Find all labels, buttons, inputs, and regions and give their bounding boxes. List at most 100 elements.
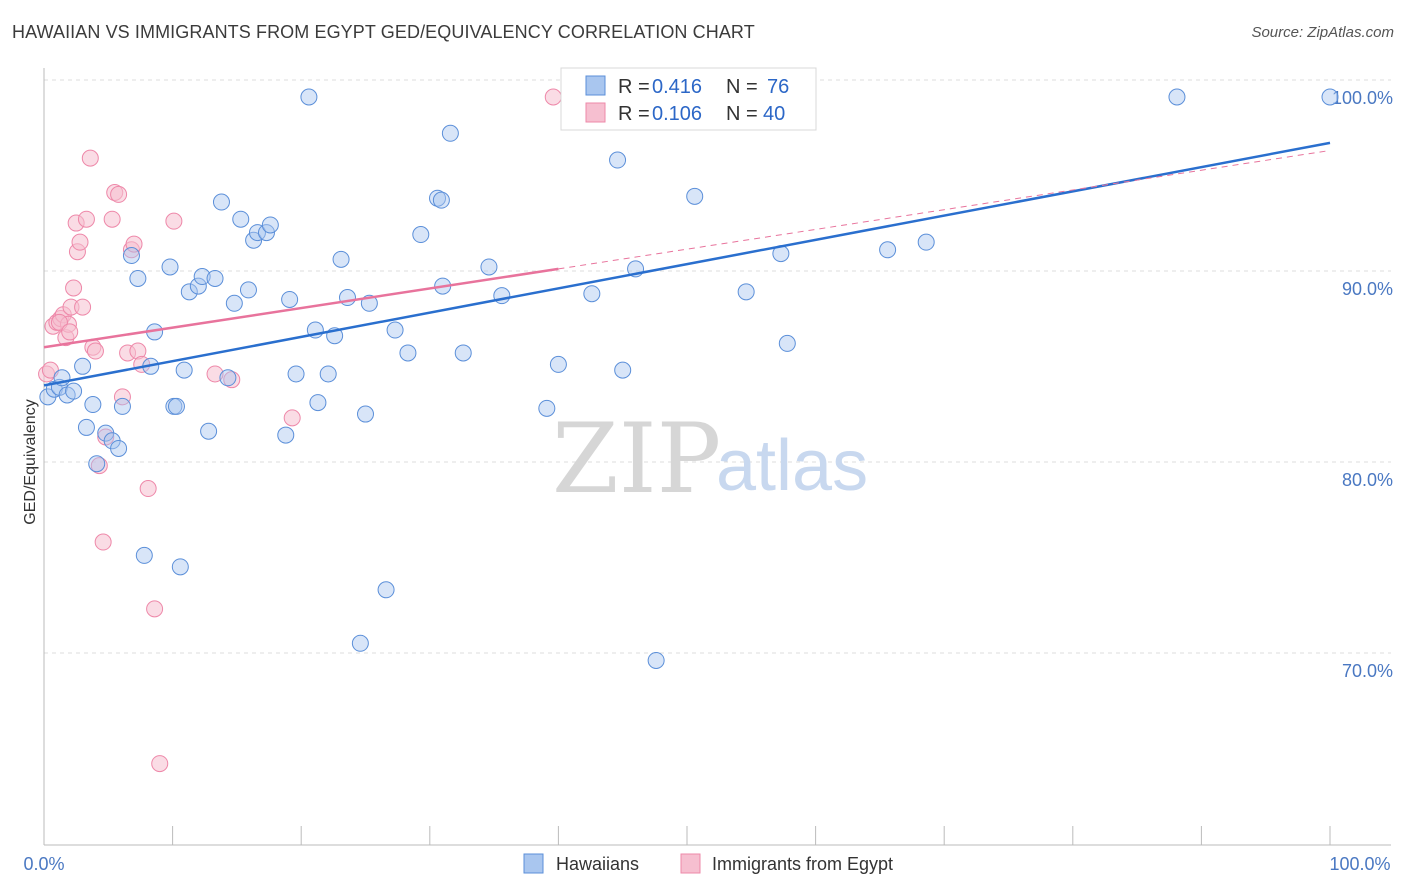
hawaiian-point [261, 216, 279, 234]
hawaiian-point [377, 581, 395, 599]
hawaiian-point [212, 193, 230, 211]
hawaiian-point [239, 281, 257, 299]
egypt-point [74, 298, 92, 316]
egypt-point [110, 185, 128, 203]
hawaiian-point [200, 422, 218, 440]
hawaiian-point [65, 382, 83, 400]
egypt-point [283, 409, 301, 427]
hawaiian-point [77, 418, 95, 436]
hawaiian-point [778, 334, 796, 352]
grid-lines [44, 79, 1391, 654]
hawaiian-point [225, 294, 243, 312]
egypt-trend-line-extension [558, 149, 1331, 270]
bottom-legend-swatch-blue [523, 853, 544, 874]
watermark-atlas: atlas [716, 426, 868, 506]
hawaiian-trend-line [43, 141, 1331, 387]
hawaiian-point [609, 151, 627, 169]
chart-title: HAWAIIAN VS IMMIGRANTS FROM EGYPT GED/EQ… [12, 22, 755, 42]
egypt-point [544, 88, 562, 106]
hawaiian-point [338, 289, 356, 307]
hawaiian-point [309, 394, 327, 412]
legend-r-label-2: R = [618, 103, 650, 125]
egypt-points [38, 88, 562, 773]
legend-n-label-1: N = [726, 76, 758, 98]
hawaiian-point [647, 651, 665, 669]
x-ticks [43, 826, 1331, 845]
egypt-point [94, 533, 112, 551]
hawaiian-point [300, 88, 318, 106]
hawaiian-point [614, 361, 632, 379]
egypt-point [206, 365, 224, 383]
hawaiian-point [277, 426, 295, 444]
hawaiian-point [84, 396, 102, 414]
hawaiian-point [917, 233, 935, 251]
hawaiian-point [245, 231, 263, 249]
hawaiian-point [686, 187, 704, 205]
y-tick-label-70: 70.0% [1342, 661, 1393, 681]
hawaiian-point [549, 355, 567, 373]
legend-r-label-1: R = [618, 76, 650, 98]
hawaiian-point [74, 357, 92, 375]
source-label: Source: ZipAtlas.com [1251, 24, 1394, 41]
hawaiian-point [110, 439, 128, 457]
hawaiian-point [161, 258, 179, 276]
egypt-trend-line [43, 267, 559, 349]
legend-box: R = 0.416 N = 76 R = 0.106 N = 40 [560, 67, 817, 131]
trend-lines [43, 141, 1331, 387]
hawaiian-point [257, 224, 275, 242]
egypt-point [86, 342, 104, 360]
hawaiian-point [88, 455, 106, 473]
egypt-point [113, 388, 131, 406]
hawaiian-point [480, 258, 498, 276]
hawaiian-point [412, 226, 430, 244]
y-tick-label-100: 100.0% [1332, 88, 1393, 108]
y-axis-title: GED/Equivalency [22, 399, 39, 524]
hawaiian-point [441, 124, 459, 142]
egypt-point [103, 210, 121, 228]
y-tick-labels: 70.0% 80.0% 90.0% 100.0% [1332, 88, 1393, 681]
bottom-legend: Hawaiians Immigrants from Egypt [523, 853, 893, 874]
hawaiian-point [219, 369, 237, 387]
hawaiian-point [287, 365, 305, 383]
hawaiian-point [319, 365, 337, 383]
hawaiian-point [399, 344, 417, 362]
x-tick-label-min: 0.0% [23, 854, 64, 874]
hawaiian-point [175, 361, 193, 379]
egypt-point [77, 210, 95, 228]
legend-n-label-2: N = [726, 103, 758, 125]
bottom-legend-label-egypt: Immigrants from Egypt [712, 854, 893, 874]
hawaiian-point [386, 321, 404, 339]
egypt-point [139, 480, 157, 498]
hawaiian-point [189, 277, 207, 295]
egypt-point [71, 233, 89, 251]
axes [43, 68, 1391, 846]
egypt-point [165, 212, 183, 230]
hawaiian-point [248, 224, 266, 242]
bottom-legend-label-hawaiians: Hawaiians [556, 854, 639, 874]
x-tick-label-max: 100.0% [1329, 854, 1390, 874]
legend-swatch-pink [585, 102, 606, 123]
egypt-point [61, 323, 79, 341]
hawaiian-point [432, 191, 450, 209]
hawaiian-point [879, 241, 897, 259]
hawaiian-point [135, 546, 153, 564]
hawaiian-point [180, 283, 198, 301]
egypt-point [90, 457, 108, 475]
hawaiian-point [171, 558, 189, 576]
legend-r-value-1: 0.416 [652, 76, 702, 98]
hawaiian-points [39, 88, 1339, 669]
hawaiian-point [281, 290, 299, 308]
hawaiian-point [737, 283, 755, 301]
egypt-point [146, 600, 164, 618]
legend-swatch-blue [585, 75, 606, 96]
watermark-zip: ZIP [552, 403, 721, 515]
hawaiian-point [1168, 88, 1186, 106]
hawaiian-point [167, 397, 185, 415]
hawaiian-point [538, 399, 556, 417]
hawaiian-point [1321, 88, 1339, 106]
hawaiian-point [193, 268, 211, 286]
legend-r-value-2: 0.106 [652, 103, 702, 125]
hawaiian-point [232, 210, 250, 228]
hawaiian-point [129, 269, 147, 287]
